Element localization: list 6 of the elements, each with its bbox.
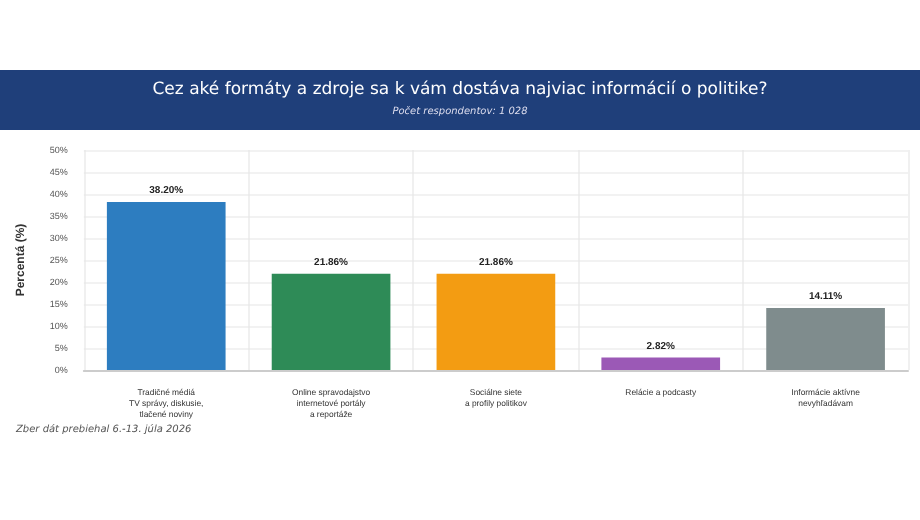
chart-title: Cez aké formáty a zdroje sa k vám dostáva najviac informácií o politike?	[150, 78, 770, 100]
bar	[436, 273, 556, 370]
bar	[601, 357, 721, 370]
bar	[106, 201, 226, 370]
bar	[271, 273, 391, 370]
bar	[766, 307, 885, 370]
